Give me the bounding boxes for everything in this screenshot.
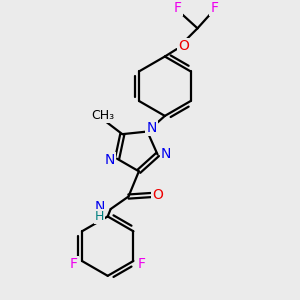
Text: O: O [178, 39, 189, 53]
Text: F: F [138, 257, 146, 271]
Text: N: N [161, 148, 171, 161]
Text: N: N [147, 121, 157, 135]
Text: O: O [152, 188, 163, 202]
Text: F: F [210, 1, 218, 15]
Text: N: N [104, 153, 115, 167]
Text: CH₃: CH₃ [92, 109, 115, 122]
Text: F: F [70, 257, 78, 271]
Text: F: F [174, 1, 182, 15]
Text: N: N [94, 200, 105, 214]
Text: H: H [95, 210, 104, 223]
